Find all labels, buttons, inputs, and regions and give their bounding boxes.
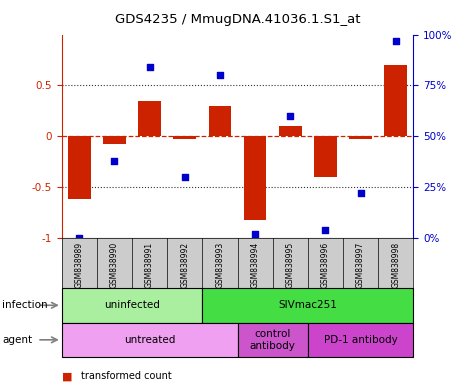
Bar [62, 323, 238, 357]
Bar [349, 136, 372, 139]
Point [76, 235, 83, 241]
Text: GSM838994: GSM838994 [251, 242, 259, 288]
Text: GSM838991: GSM838991 [145, 242, 154, 288]
Bar [279, 126, 302, 136]
Text: ■: ■ [62, 371, 72, 381]
Text: GSM838996: GSM838996 [321, 242, 330, 288]
Bar [244, 136, 266, 220]
Point [357, 190, 364, 196]
Bar [68, 136, 91, 199]
Point [286, 113, 294, 119]
Bar [238, 323, 308, 357]
Text: GSM838989: GSM838989 [75, 242, 84, 288]
Text: SIVmac251: SIVmac251 [278, 300, 337, 310]
Text: untreated: untreated [124, 335, 175, 345]
Point [111, 158, 118, 164]
Bar [103, 136, 126, 144]
Point [181, 174, 189, 180]
Text: transformed count: transformed count [81, 371, 171, 381]
Text: GSM838998: GSM838998 [391, 242, 400, 288]
Text: GDS4235 / MmugDNA.41036.1.S1_at: GDS4235 / MmugDNA.41036.1.S1_at [115, 13, 360, 26]
Bar [202, 288, 413, 323]
Text: infection: infection [2, 300, 48, 310]
Bar [62, 288, 202, 323]
Point [251, 231, 259, 237]
Bar [209, 106, 231, 136]
Text: PD-1 antibody: PD-1 antibody [323, 335, 398, 345]
Bar [308, 323, 413, 357]
Text: GSM838993: GSM838993 [216, 242, 224, 288]
Text: control
antibody: control antibody [250, 329, 295, 351]
Text: GSM838992: GSM838992 [180, 242, 189, 288]
Bar [173, 136, 196, 139]
Text: agent: agent [2, 335, 32, 345]
Text: uninfected: uninfected [104, 300, 160, 310]
Bar [138, 101, 161, 136]
Point [146, 64, 153, 70]
Point [322, 227, 329, 233]
Bar [314, 136, 337, 177]
Text: GSM838990: GSM838990 [110, 242, 119, 288]
Text: GSM838995: GSM838995 [286, 242, 294, 288]
Point [392, 38, 399, 44]
Point [216, 72, 224, 78]
Text: GSM838997: GSM838997 [356, 242, 365, 288]
Bar [384, 65, 407, 136]
